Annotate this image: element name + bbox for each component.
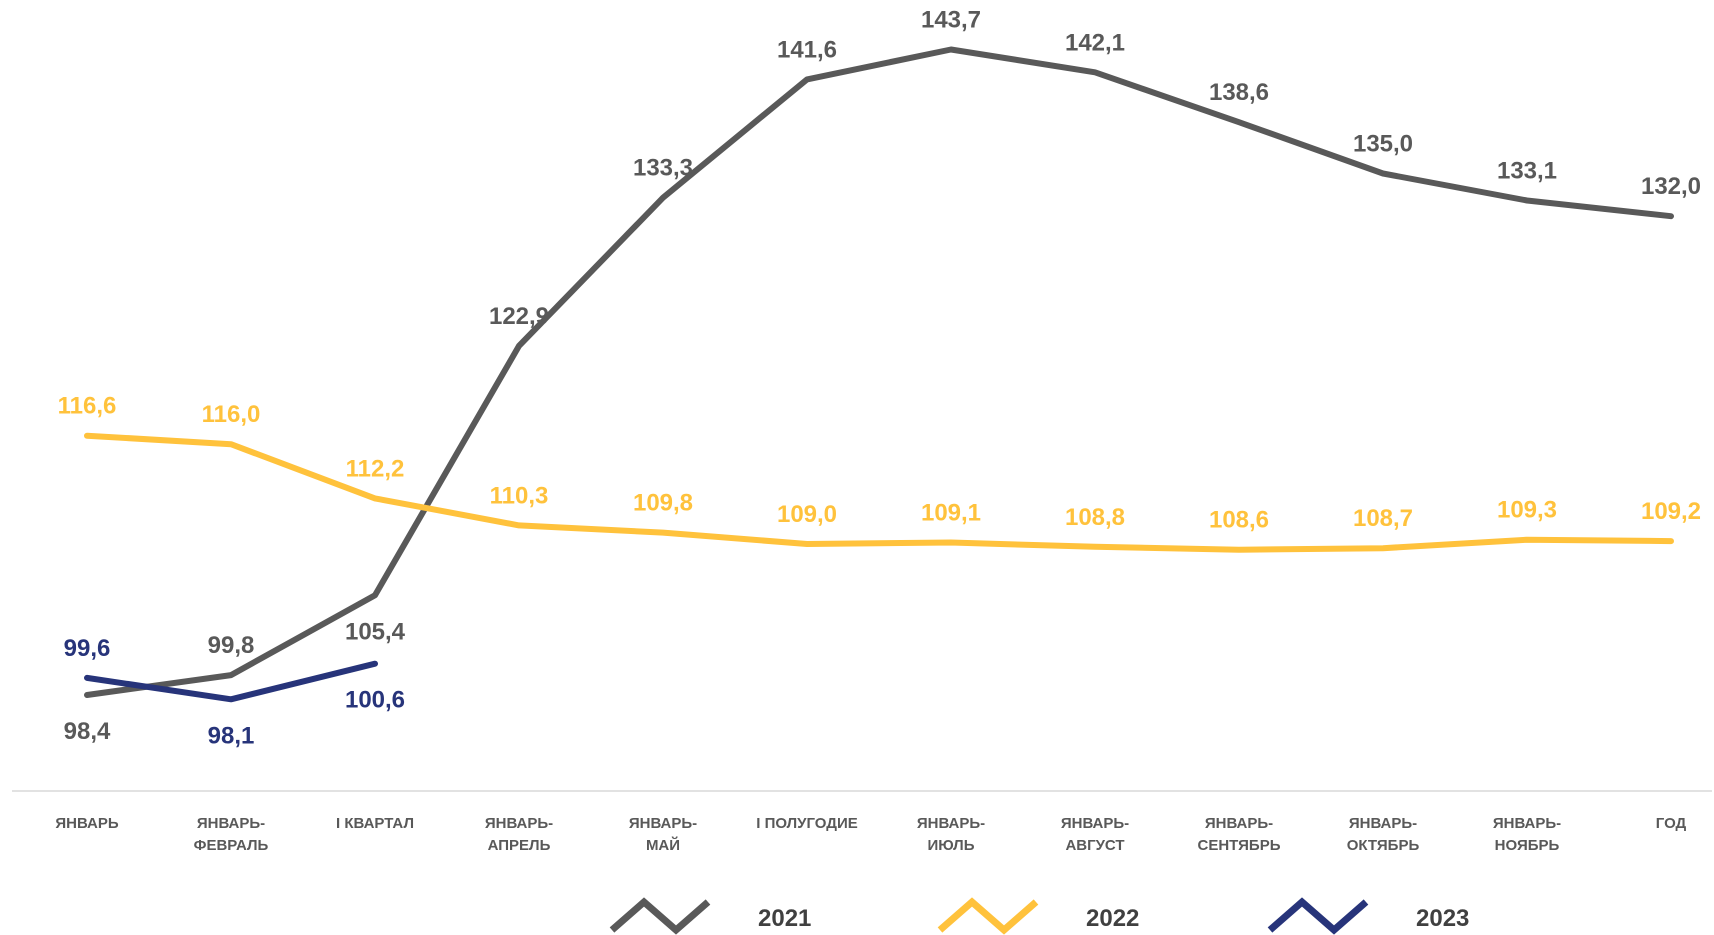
- data-labels: 98,4 99,8 105,4 122,9 133,3 141,6 143,7 142,1 13…: [58, 7, 1701, 750]
- x-tick-label-10-line-2: ОКТЯБРЬ: [1347, 837, 1420, 854]
- x-tick-label-3-line-1: I КВАРТАЛ: [336, 815, 414, 832]
- data-label-2022-8: 108,8: [1065, 504, 1125, 531]
- legend-swatch-2021: [609, 897, 711, 935]
- x-tick-label-10-line-1: ЯНВАРЬ-: [1349, 815, 1417, 832]
- data-label-2021-9: 138,6: [1209, 79, 1269, 106]
- data-label-2021-12: 132,0: [1641, 173, 1701, 200]
- x-axis-tick-labels: ЯНВАРЬ ЯНВАРЬ- ФЕВРАЛЬ I КВАРТАЛ ЯНВАРЬ- АПРЕ…: [55, 815, 1686, 854]
- data-label-2022-1: 116,6: [58, 393, 117, 420]
- data-label-2021-8: 142,1: [1065, 29, 1125, 56]
- x-tick-label-1-line-1: ЯНВАРЬ: [55, 815, 119, 832]
- x-tick-label-4-line-1: ЯНВАРЬ-: [485, 815, 553, 832]
- legend-label-2021: 2021: [758, 905, 811, 932]
- data-label-2022-7: 109,1: [921, 500, 981, 527]
- x-tick-label-8-line-2: АВГУСТ: [1065, 837, 1124, 854]
- legend-label-2023: 2023: [1416, 905, 1469, 932]
- series-line-2023: [84, 660, 378, 703]
- data-label-2023-1: 99,6: [64, 635, 111, 662]
- series-line-2022: [84, 432, 1674, 553]
- data-label-2021-1: 98,4: [64, 718, 111, 745]
- data-label-2022-10: 108,7: [1353, 505, 1413, 532]
- legend: 2021 2022 2023: [609, 897, 1469, 935]
- data-label-2021-4: 122,9: [489, 303, 549, 330]
- data-label-2022-2: 116,0: [202, 401, 261, 428]
- data-label-2021-3: 105,4: [345, 618, 406, 645]
- legend-label-2022: 2022: [1086, 905, 1139, 932]
- data-label-2022-3: 112,2: [346, 455, 405, 482]
- data-label-2023-3: 100,6: [345, 687, 405, 714]
- x-tick-label-2-line-2: ФЕВРАЛЬ: [194, 837, 269, 854]
- data-label-2022-12: 109,2: [1641, 498, 1701, 525]
- x-tick-label-5-line-1: ЯНВАРЬ-: [629, 815, 697, 832]
- series-line-2021: [84, 46, 1674, 698]
- x-tick-label-2-line-1: ЯНВАРЬ-: [197, 815, 265, 832]
- data-label-2022-4: 110,3: [490, 482, 549, 509]
- legend-swatch-2022: [937, 897, 1039, 935]
- x-tick-label-11-line-2: НОЯБРЬ: [1495, 837, 1560, 854]
- x-tick-label-11-line-1: ЯНВАРЬ-: [1493, 815, 1561, 832]
- data-label-2022-11: 109,3: [1497, 497, 1557, 524]
- x-tick-label-6-line-1: I ПОЛУГОДИЕ: [756, 815, 858, 832]
- data-label-2022-5: 109,8: [633, 490, 693, 517]
- x-tick-label-9-line-1: ЯНВАРЬ-: [1205, 815, 1273, 832]
- data-label-2022-9: 108,6: [1209, 507, 1269, 534]
- x-tick-label-12-line-1: ГОД: [1656, 815, 1687, 832]
- data-label-2023-2: 98,1: [208, 722, 255, 749]
- x-tick-label-7-line-2: ИЮЛЬ: [928, 837, 975, 854]
- data-label-2021-6: 141,6: [777, 36, 837, 63]
- data-label-2021-10: 135,0: [1353, 131, 1413, 158]
- data-label-2021-2: 99,8: [208, 632, 255, 659]
- x-tick-label-7-line-1: ЯНВАРЬ-: [917, 815, 985, 832]
- data-label-2021-7: 143,7: [921, 7, 981, 34]
- series-lines: [84, 46, 1674, 703]
- x-tick-label-4-line-2: АПРЕЛЬ: [488, 837, 551, 854]
- data-label-2021-11: 133,1: [1497, 158, 1557, 185]
- x-tick-label-8-line-1: ЯНВАРЬ-: [1061, 815, 1129, 832]
- x-tick-label-5-line-2: МАЙ: [646, 836, 680, 854]
- data-label-2022-6: 109,0: [777, 501, 837, 528]
- data-label-2021-5: 133,3: [633, 155, 693, 182]
- legend-swatch-2023: [1267, 897, 1369, 935]
- x-tick-label-9-line-2: СЕНТЯБРЬ: [1198, 837, 1281, 854]
